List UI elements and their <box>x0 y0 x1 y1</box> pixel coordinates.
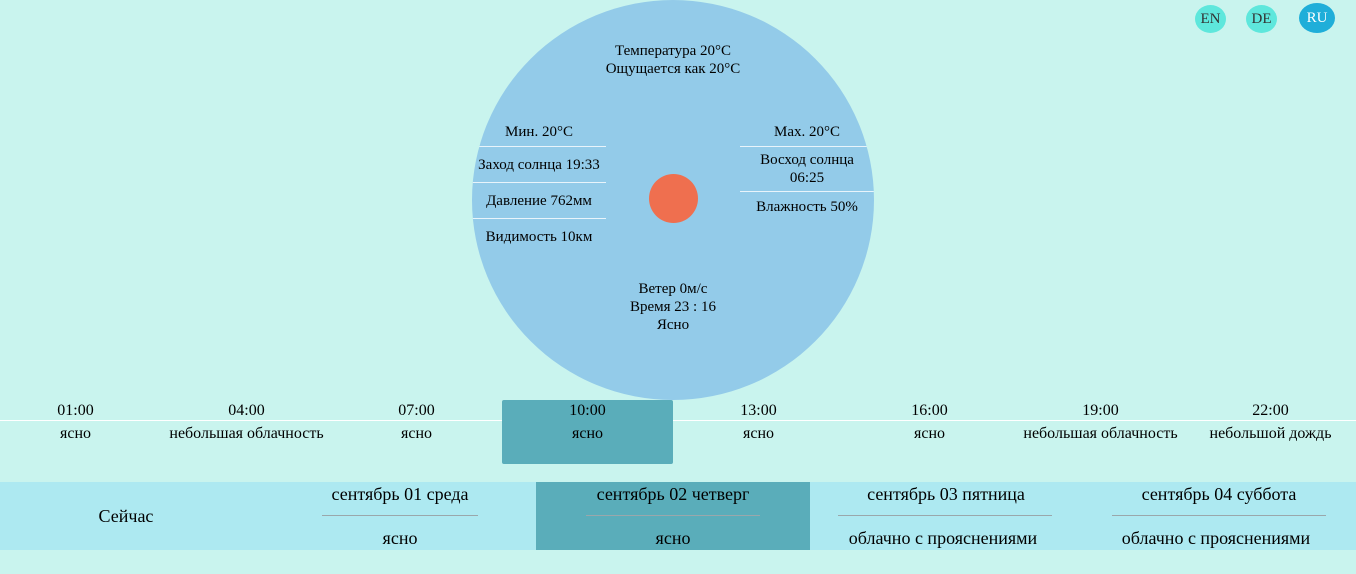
divider <box>472 218 606 219</box>
day-name: сентябрь 01 среда <box>331 484 469 504</box>
divider <box>838 515 1052 516</box>
day-name: сентябрь 03 пятница <box>867 484 1025 504</box>
divider <box>1112 515 1326 516</box>
day-tab-selected[interactable]: сентябрь 02 четверг ясно <box>536 482 810 550</box>
current-time: Время 23 : 16 <box>630 299 716 315</box>
left-details: Мин. 20°C Заход солнца 19:33 Давление 76… <box>472 118 606 254</box>
language-de-button[interactable]: DE <box>1246 5 1277 33</box>
divider <box>472 146 606 147</box>
language-en-button[interactable]: EN <box>1195 5 1226 33</box>
hour-time: 22:00 <box>1252 402 1289 419</box>
hourly-item[interactable]: 13:00 ясно <box>673 400 844 464</box>
day-tab[interactable]: сентябрь 03 пятница облачно с прояснения… <box>832 482 1060 550</box>
hour-desc: ясно <box>59 425 92 442</box>
wind-time-block: Ветер 0м/с Время 23 : 16 Ясно <box>472 280 874 334</box>
hourly-divider <box>0 420 1356 421</box>
hour-time: 19:00 <box>1082 402 1119 419</box>
hour-desc: ясно <box>913 425 946 442</box>
current-weather-circle: Температура 20°C Ощущается как 20°C Мин.… <box>472 0 874 400</box>
day-name: сентябрь 02 четверг <box>596 484 750 504</box>
hour-desc: небольшая облачность <box>169 425 324 442</box>
hour-time: 04:00 <box>228 402 265 419</box>
divider <box>586 515 760 516</box>
hourly-item-selected[interactable]: 10:00 ясно <box>502 400 673 464</box>
hour-time: 16:00 <box>911 402 948 419</box>
wind: Ветер 0м/с <box>638 281 708 297</box>
hourly-item[interactable]: 04:00 небольшая облачность <box>161 400 332 464</box>
temperature: Температура 20°C <box>615 43 731 59</box>
condition: Ясно <box>656 317 690 333</box>
day-name: сентябрь 04 суббота <box>1141 484 1297 504</box>
feels-like: Ощущается как 20°C <box>605 61 741 77</box>
humidity: Влажность 50% <box>756 199 858 215</box>
sunrise: Восход солнца 06:25 <box>740 147 874 191</box>
right-details: Max. 20°C Восход солнца 06:25 Влажность … <box>740 118 874 222</box>
divider <box>740 191 874 192</box>
hour-desc: небольшая облачность <box>1023 425 1178 442</box>
day-desc: облачно с прояснениями <box>1121 528 1311 548</box>
day-desc: ясно <box>382 528 418 548</box>
sunset: Заход солнца 19:33 <box>478 156 600 173</box>
day-tab[interactable]: сентябрь 04 суббота облачно с прояснения… <box>1104 482 1334 550</box>
now-tab[interactable]: Сейчас <box>98 505 154 526</box>
hourly-item[interactable]: 07:00 ясно <box>331 400 502 464</box>
min-temperature: Мин. 20°C <box>505 124 573 140</box>
day-desc: облачно с прояснениями <box>848 528 1038 548</box>
hour-time: 01:00 <box>57 402 94 419</box>
daily-forecast-bar: Сейчас сентябрь 01 среда ясно сентябрь 0… <box>0 482 1356 550</box>
divider <box>322 515 478 516</box>
temperature-block: Температура 20°C Ощущается как 20°C <box>472 42 874 78</box>
hour-time: 07:00 <box>398 402 435 419</box>
divider <box>740 146 874 147</box>
hour-desc: небольшой дождь <box>1209 425 1332 442</box>
language-ru-button[interactable]: RU <box>1299 3 1335 33</box>
sun-icon <box>649 174 698 223</box>
pressure: Давление 762мм <box>486 192 592 209</box>
max-temperature: Max. 20°C <box>774 124 840 140</box>
hourly-item[interactable]: 16:00 ясно <box>844 400 1015 464</box>
hour-time: 10:00 <box>569 402 606 419</box>
hour-time: 13:00 <box>740 402 777 419</box>
hourly-item[interactable]: 22:00 небольшой дождь <box>1185 400 1356 464</box>
day-desc: ясно <box>655 528 691 548</box>
day-tab[interactable]: сентябрь 01 среда ясно <box>300 482 500 550</box>
sunrise-time: 06:25 <box>789 170 825 186</box>
hour-desc: ясно <box>571 425 604 442</box>
sunrise-label: Восход солнца <box>760 152 854 168</box>
hour-desc: ясно <box>400 425 433 442</box>
hourly-item[interactable]: 19:00 небольшая облачность <box>1015 400 1186 464</box>
visibility: Видимость 10км <box>485 228 593 245</box>
hour-desc: ясно <box>742 425 775 442</box>
divider <box>472 182 606 183</box>
hourly-item[interactable]: 01:00 ясно <box>0 400 161 464</box>
